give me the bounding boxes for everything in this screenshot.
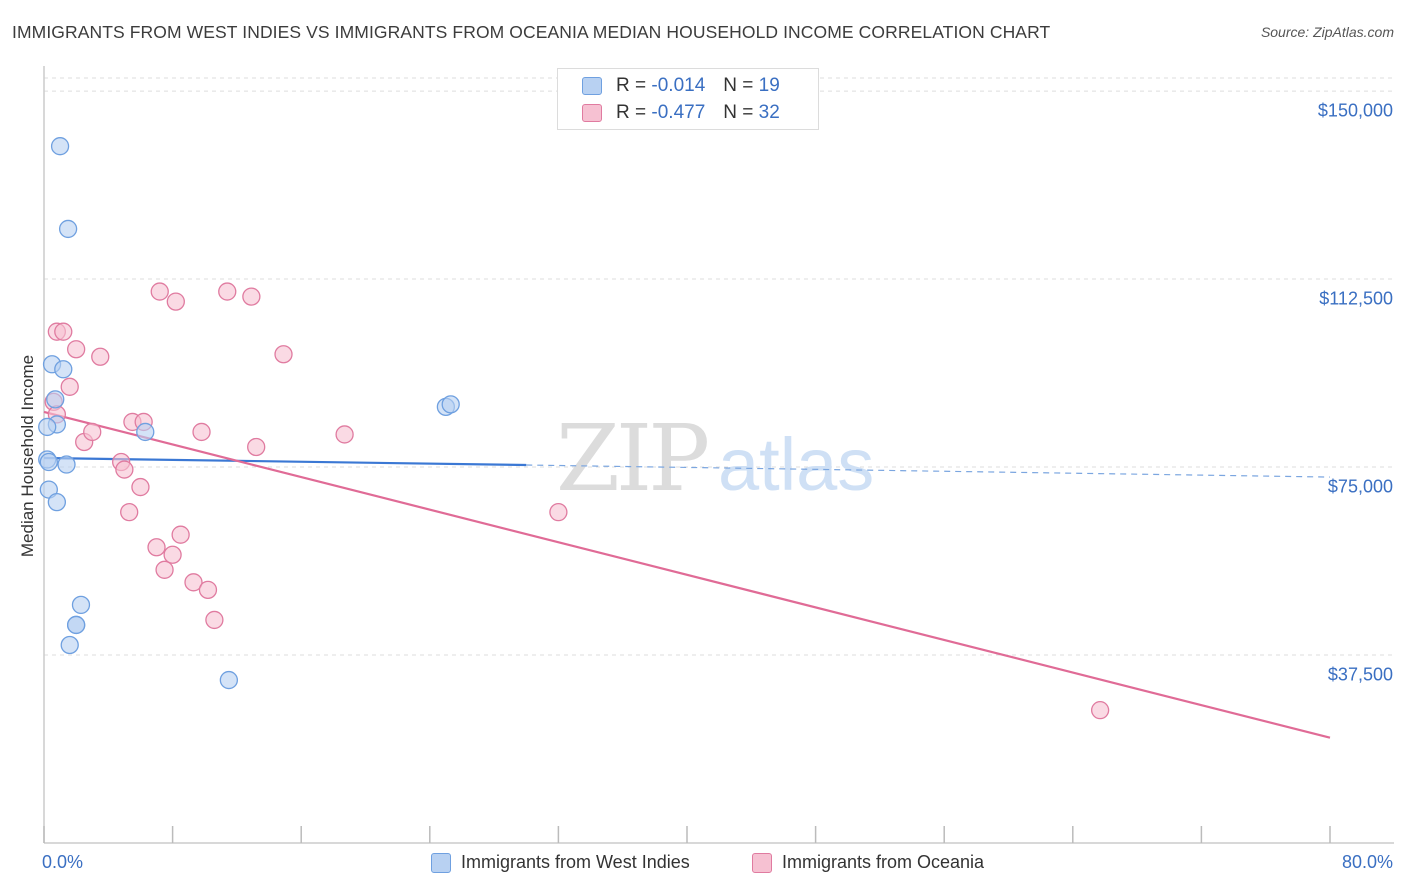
- chart-title: IMMIGRANTS FROM WEST INDIES VS IMMIGRANT…: [12, 22, 1051, 42]
- series-legend-west-indies: Immigrants from West Indies: [431, 852, 690, 873]
- point-oceania: [192, 422, 211, 442]
- point-oceania: [155, 560, 174, 579]
- legend-r-label: R =: [616, 102, 647, 123]
- point-west-indies: [57, 455, 76, 474]
- point-west-indies: [136, 422, 155, 442]
- legend-n-value-oceania: 32: [758, 102, 780, 123]
- point-oceania: [91, 347, 110, 366]
- point-oceania: [247, 437, 266, 457]
- legend-swatch-oceania: [582, 104, 602, 122]
- x-tick-label-max: 80.0%: [1341, 852, 1393, 872]
- point-west-indies: [50, 137, 70, 156]
- point-oceania: [131, 477, 150, 497]
- point-oceania: [171, 525, 190, 544]
- series-legend-oceania: Immigrants from Oceania: [752, 852, 984, 873]
- point-oceania: [242, 287, 261, 306]
- watermark: ZIP atlas: [556, 405, 874, 512]
- point-oceania: [54, 322, 73, 341]
- y-tick-label: $150,000: [1317, 100, 1393, 121]
- point-west-indies: [46, 390, 65, 409]
- y-tick-label: $75,000: [1327, 476, 1393, 497]
- grid-lines: [44, 77, 1394, 656]
- point-oceania: [67, 340, 86, 359]
- legend-r-value-west-indies: -0.014: [651, 75, 706, 96]
- correlation-legend: R = -0.014 N = 19 R = -0.477 N = 32: [557, 68, 819, 130]
- point-oceania: [184, 573, 203, 592]
- point-west-indies: [39, 452, 58, 472]
- legend-n-label: N =: [723, 75, 754, 96]
- watermark-zip: ZIP: [556, 405, 707, 512]
- point-west-indies: [54, 360, 73, 379]
- series-legend: Immigrants from West Indies Immigrants f…: [0, 852, 1406, 876]
- series-name-oceania: Immigrants from Oceania: [782, 852, 985, 872]
- y-tick-label: $37,500: [1327, 664, 1393, 685]
- x-tick-label-min: 0.0%: [42, 852, 84, 872]
- legend-row-oceania: R = -0.477 N = 32: [582, 101, 780, 125]
- watermark-atlas: atlas: [718, 423, 874, 506]
- point-oceania: [549, 502, 568, 522]
- point-oceania: [335, 425, 354, 444]
- data-points: [38, 137, 1110, 720]
- point-west-indies: [441, 395, 460, 414]
- point-oceania: [166, 292, 185, 311]
- legend-r-label: R =: [616, 75, 647, 96]
- point-oceania: [274, 345, 293, 364]
- series-swatch-west-indies: [431, 852, 451, 873]
- legend-row-west-indies: R = -0.014 N = 19: [582, 74, 780, 98]
- point-oceania: [1090, 701, 1110, 720]
- series-swatch-oceania: [752, 852, 772, 873]
- point-oceania: [120, 502, 139, 522]
- chart-source: Source: ZipAtlas.com: [1260, 24, 1394, 40]
- point-oceania: [205, 610, 224, 630]
- point-west-indies: [38, 417, 57, 437]
- point-west-indies: [219, 670, 239, 690]
- point-west-indies: [47, 492, 67, 512]
- point-oceania: [218, 282, 237, 301]
- point-oceania: [60, 377, 79, 396]
- point-west-indies: [67, 615, 86, 635]
- legend-r-value-oceania: -0.477: [651, 102, 706, 123]
- trend-line-oceania: [43, 410, 1331, 739]
- y-tick-label: $112,500: [1319, 288, 1393, 309]
- legend-swatch-west-indies: [582, 77, 602, 95]
- point-oceania: [115, 460, 134, 479]
- series-name-west-indies: Immigrants from West Indies: [461, 852, 690, 872]
- point-west-indies: [58, 219, 78, 239]
- point-oceania: [83, 422, 102, 442]
- point-west-indies: [60, 635, 79, 655]
- axes: [43, 66, 1394, 844]
- point-oceania: [150, 282, 169, 301]
- point-oceania: [198, 580, 218, 599]
- point-oceania: [163, 545, 182, 564]
- point-west-indies: [71, 595, 91, 615]
- legend-n-label: N =: [723, 102, 754, 123]
- y-axis-label: Median Household Income: [18, 354, 37, 558]
- trend-line-west-indies-extension: [526, 464, 1331, 478]
- legend-n-value-west-indies: 19: [758, 75, 780, 96]
- point-oceania: [147, 538, 166, 557]
